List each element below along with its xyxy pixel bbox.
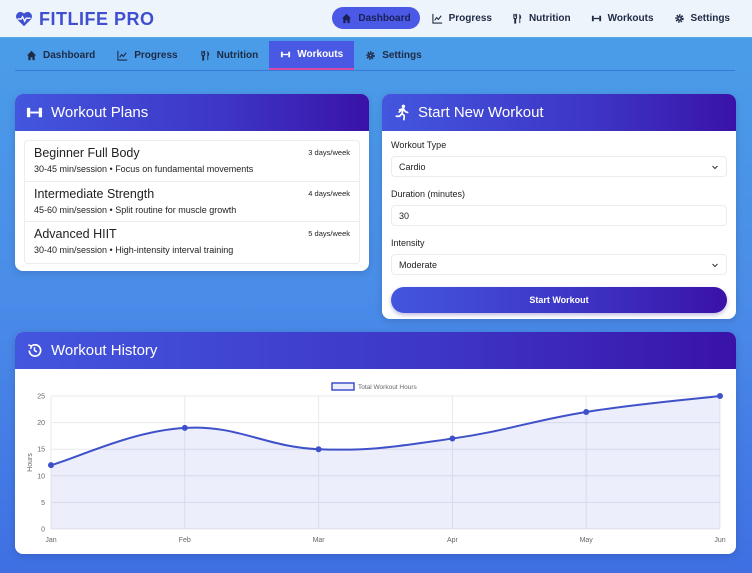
area-fill (51, 396, 720, 529)
top-nav-nutrition[interactable]: Nutrition (504, 7, 579, 29)
plan-item[interactable]: Beginner Full Body 30-45 min/session • F… (25, 141, 359, 182)
plan-list: Beginner Full Body 30-45 min/session • F… (24, 140, 360, 264)
duration-value: 30 (399, 210, 410, 221)
dumbbell-icon (281, 51, 291, 58)
data-point[interactable] (449, 435, 456, 442)
plan-item[interactable]: Advanced HIIT 30-40 min/session • High-i… (25, 222, 359, 263)
plan-description: 30-45 min/session • Focus on fundamental… (34, 164, 254, 174)
y-tick-label: 20 (37, 420, 45, 427)
data-point[interactable] (315, 446, 322, 453)
x-tick-label: Feb (179, 537, 191, 544)
duration-input[interactable]: 30 (391, 205, 727, 226)
start-workout-header: Start New Workout (382, 94, 736, 131)
card-title: Workout Plans (51, 104, 149, 121)
chart-line-icon (431, 13, 442, 24)
line-chart: 0 5 10 15 20 25 Jan Feb Mar Apr May Jun Hours Total W… (27, 382, 726, 544)
legend-swatch (331, 382, 355, 391)
intensity-label: Intensity (391, 238, 425, 248)
workout-history-card: Workout History 0 5 10 15 20 25 Jan Feb Mar Apr Ma… (15, 332, 736, 554)
series-line (50, 395, 721, 467)
plan-description: 30-40 min/session • High-intensity inter… (34, 245, 234, 255)
plan-name: Beginner Full Body (34, 146, 140, 160)
dumbbell-icon (26, 107, 43, 118)
top-nav-label: Dashboard (358, 12, 411, 24)
workout-plans-header: Workout Plans (15, 94, 369, 131)
card-title: Workout History (51, 342, 158, 359)
y-axis-label: Hours (27, 453, 34, 472)
plan-description: 45-60 min/session • Split routine for mu… (34, 204, 237, 215)
top-nav-label: Nutrition (528, 12, 571, 24)
plan-frequency: 3 days/week (308, 148, 350, 157)
chart-line-icon (117, 50, 128, 61)
y-tick-label: 10 (37, 473, 45, 480)
legend-label[interactable]: Total Workout Hours (358, 384, 418, 391)
plan-name: Advanced HIIT (34, 227, 117, 241)
plan-name: Intermediate Strength (34, 186, 155, 201)
top-nav-label: Progress (448, 12, 492, 24)
workout-plans-card: Workout Plans Beginner Full Body 30-45 m… (15, 94, 369, 271)
plan-item[interactable]: Intermediate Strength 45-60 min/session … (25, 182, 359, 222)
utensils-icon (513, 13, 522, 24)
home-icon (26, 50, 37, 61)
data-point[interactable] (48, 462, 54, 469)
workout-type-value: Cardio (399, 161, 426, 172)
duration-label: Duration (minutes) (391, 189, 466, 199)
y-tick-label: 0 (41, 527, 45, 534)
data-point[interactable] (583, 408, 590, 415)
start-workout-button[interactable]: Start Workout (391, 287, 727, 313)
top-nav-label: Workouts (607, 12, 654, 24)
tab-label: Workouts (297, 49, 344, 60)
history-icon (28, 343, 42, 357)
top-nav-settings[interactable]: Settings (666, 7, 738, 29)
top-nav-progress[interactable]: Progress (424, 7, 500, 29)
x-tick-label: Apr (447, 537, 459, 544)
tab-dashboard[interactable]: Dashboard (15, 41, 106, 70)
tab-label: Progress (134, 50, 178, 61)
home-icon (342, 13, 352, 23)
workout-type-select[interactable]: Cardio (391, 156, 727, 177)
x-tick-label: Jan (45, 537, 56, 544)
plan-frequency: 5 days/week (308, 229, 350, 238)
running-icon (395, 104, 409, 121)
data-point[interactable] (181, 424, 188, 431)
gear-icon (366, 51, 375, 60)
intensity-select[interactable]: Moderate (391, 254, 727, 275)
utensils-icon (200, 50, 209, 61)
start-workout-form: Workout Type Cardio Duration (minutes) 3… (382, 131, 736, 319)
workout-type-label: Workout Type (391, 140, 447, 150)
x-tick-label: May (580, 537, 594, 544)
tab-workouts[interactable]: Workouts (269, 41, 355, 70)
heartbeat-icon (16, 11, 32, 27)
top-nav-dashboard[interactable]: Dashboard (332, 7, 420, 29)
workout-history-header: Workout History (15, 332, 736, 369)
plan-frequency: 4 days/week (308, 188, 350, 198)
tab-label: Settings (382, 50, 422, 61)
chevron-down-icon (712, 263, 718, 267)
tab-settings[interactable]: Settings (354, 41, 432, 70)
chevron-down-icon (712, 165, 718, 169)
brand-logo[interactable]: FITLIFE PRO (15, 8, 155, 30)
tab-progress[interactable]: Progress (106, 41, 188, 70)
data-point[interactable] (717, 393, 723, 399)
top-nav-workouts[interactable]: Workouts (583, 7, 662, 29)
top-header: FITLIFE PRO Dashboard Progress Nutrition… (0, 0, 752, 38)
tab-label: Nutrition (216, 50, 259, 61)
card-title: Start New Workout (418, 104, 544, 121)
top-nav-label: Settings (690, 12, 730, 24)
y-tick-label: 5 (41, 500, 45, 507)
brand-name: FITLIFE PRO (39, 8, 155, 29)
dumbbell-icon (591, 15, 601, 21)
y-tick-label: 25 (37, 394, 45, 401)
tab-nutrition[interactable]: Nutrition (189, 41, 270, 70)
workout-hours-chart: 0 5 10 15 20 25 Jan Feb Mar Apr May Jun Hours Total W… (15, 369, 736, 554)
y-tick-label: 15 (37, 447, 45, 454)
start-workout-card: Start New Workout Workout Type Cardio Du… (382, 94, 736, 319)
x-tick-label: Jun (714, 537, 725, 544)
intensity-value: Moderate (399, 259, 438, 270)
gear-icon (674, 13, 684, 23)
section-tabs: Dashboard Progress Nutrition Workouts Se… (15, 41, 735, 71)
tab-label: Dashboard (43, 50, 96, 61)
top-nav: Dashboard Progress Nutrition Workouts Se… (332, 7, 738, 29)
x-tick-label: Mar (313, 537, 326, 544)
